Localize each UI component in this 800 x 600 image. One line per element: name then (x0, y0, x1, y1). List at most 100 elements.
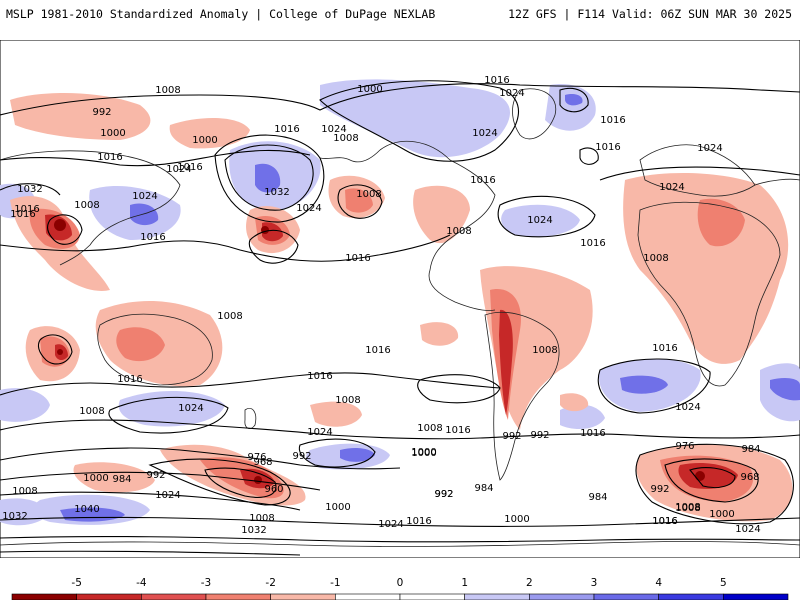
isobar-label: 976 (675, 441, 694, 452)
coastlines (0, 88, 800, 547)
isobar-label: 1016 (406, 516, 431, 527)
isobar-label: 1008 (155, 85, 180, 96)
isobar-label: 1024 (697, 143, 722, 154)
isobar-label: 1008 (333, 133, 358, 144)
colorbar-tick-label: -4 (136, 577, 147, 589)
isobar-label: 1016 (177, 162, 202, 173)
isobar-label: 1016 (307, 371, 332, 382)
colorbar-swatch (399, 593, 465, 600)
isobar-label: 1032 (17, 184, 42, 195)
isobar-label: 1000 (357, 84, 382, 95)
isobar-label: 1024 (527, 215, 552, 226)
isobar-label: 1040 (74, 504, 99, 515)
isobar-label: 1016 (580, 428, 605, 439)
isobar-label: 1000 (504, 514, 529, 525)
colorbar-tick-label: -2 (265, 577, 275, 589)
isobar-label: 1024 (321, 124, 346, 135)
isobar-label: 1016 (652, 516, 677, 527)
isobar-label: 960 (264, 484, 283, 495)
isobar-label: 1016 (117, 374, 142, 385)
anomaly-map: 1008992100010161016100010321024102410081… (0, 40, 800, 558)
isobar-label: 992 (650, 484, 669, 495)
isobar-label: 984 (741, 444, 760, 455)
colorbar-tick-label: 3 (591, 577, 598, 589)
isobar-label: 1024 (675, 402, 700, 413)
isobar-label: 984 (474, 483, 493, 494)
isobar-label: 1008 (675, 503, 700, 514)
colorbar-swatch (335, 593, 401, 600)
isobar-label: 1008 (446, 226, 471, 237)
extreme-negative-anomaly (54, 219, 705, 484)
model-valid-time: 12Z GFS | F114 Valid: 06Z SUN MAR 30 202… (508, 7, 792, 21)
isobar-label: 1016 (445, 425, 470, 436)
isobar-label: 1024 (132, 191, 157, 202)
isobar-label: 1008 (643, 253, 668, 264)
isobar-label: 992 (92, 107, 111, 118)
colorbar: -5 -4 -3 -2 -1 0 1 2 3 4 5 (11, 577, 789, 600)
isobar-label: 1024 (178, 403, 203, 414)
colorbar-swatch (205, 593, 271, 600)
colorbar-swatch (76, 593, 142, 600)
isobar-label: 1016 (470, 175, 495, 186)
isobar-label: 1008 (335, 395, 360, 406)
colorbar-swatch (529, 593, 595, 600)
isobar-label: 1008 (356, 189, 381, 200)
isobar-label: 1024 (659, 182, 684, 193)
colorbar-tick-label: 5 (720, 577, 727, 589)
colorbar-swatch (464, 593, 530, 600)
colorbar-swatch (11, 593, 77, 600)
isobar-label: 1016 (274, 124, 299, 135)
isobar-label: 1016 (652, 516, 677, 527)
isobar-label: 1016 (97, 152, 122, 163)
isobar-label: 1024 (155, 490, 180, 501)
isobar-label: 1024 (735, 524, 760, 535)
colorbar-swatch (593, 593, 659, 600)
isobar-label: 968 (740, 472, 759, 483)
isobar-labels: 1008992100010161016100010321024102410081… (2, 75, 760, 536)
isobar-label: 1008 (217, 311, 242, 322)
isobar-label: 1024 (378, 519, 403, 530)
isobar-label: 1032 (241, 525, 266, 536)
isobar-label: 1008 (12, 486, 37, 497)
isobar-label: 992 (502, 431, 521, 442)
isobar-label: 1016 (10, 209, 35, 220)
isobar-label: 992 (292, 451, 311, 462)
colorbar-tick-label: 0 (397, 577, 404, 589)
colorbar-tick-label: -1 (330, 577, 340, 589)
isobar-label: 1008 (249, 513, 274, 524)
colorbar-swatch (270, 593, 336, 600)
isobar-label: 1024 (307, 427, 332, 438)
isobar-label: 992 (434, 489, 453, 500)
isobar-label: 1016 (652, 343, 677, 354)
isobar-label: 1032 (2, 511, 27, 522)
isobar-label: 1000 (192, 135, 217, 146)
colorbar-tick-label: -3 (201, 577, 211, 589)
colorbar-swatch (141, 593, 207, 600)
isobar-label: 1016 (600, 115, 625, 126)
isobar-label: 968 (253, 457, 272, 468)
isobar-label: 1016 (140, 232, 165, 243)
isobar-label: 992 (530, 430, 549, 441)
isobar-label: 1016 (345, 253, 370, 264)
isobar-label: 1000 (83, 473, 108, 484)
isobar-label: 1008 (675, 502, 700, 513)
colorbar-tick-label: 2 (526, 577, 533, 589)
isobar-label: 1000 (709, 509, 734, 520)
isobar-label: 1016 (14, 204, 39, 215)
isobar-label: 1008 (417, 423, 442, 434)
isobar-label: 1016 (484, 75, 509, 86)
colorbar-swatch (658, 593, 724, 600)
isobars (0, 80, 800, 556)
isobar-label: 1032 (264, 187, 289, 198)
isobar-label: 1016 (365, 345, 390, 356)
isobar-label: 984 (588, 492, 607, 503)
isobar-label: 1008 (79, 406, 104, 417)
isobar-label: 1024 (472, 128, 497, 139)
isobar-label: 1008 (74, 200, 99, 211)
isobar-label: 984 (112, 474, 131, 485)
colorbar-swatch (723, 593, 789, 600)
isobar-label: 1016 (580, 238, 605, 249)
chart-title: MSLP 1981-2010 Standardized Anomaly | Co… (6, 7, 436, 21)
isobar-label: 1008 (532, 345, 557, 356)
isobar-label: 1000 (411, 447, 436, 458)
